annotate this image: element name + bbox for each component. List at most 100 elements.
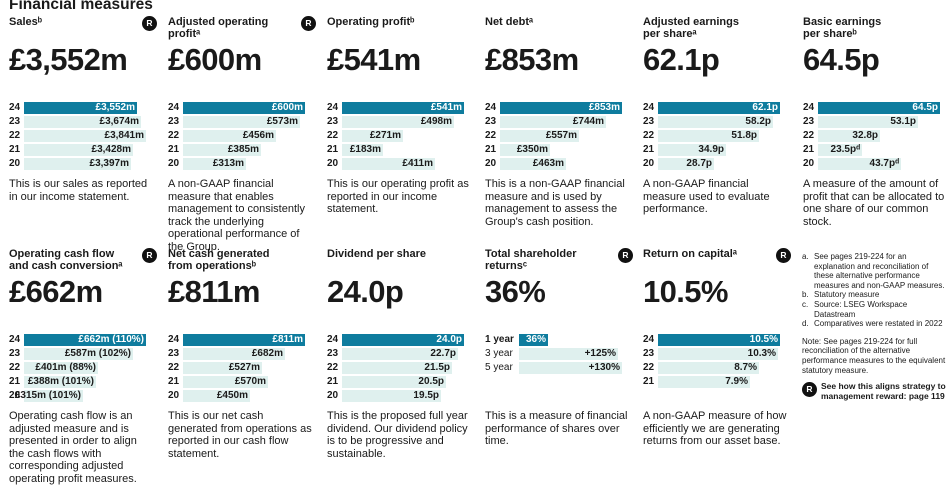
bar-track: £401m (88%): [24, 362, 146, 374]
headline-value: £3,552m: [9, 42, 128, 77]
bar-row: 22 51.8p: [643, 129, 793, 143]
bar-track: £570m: [183, 376, 305, 388]
bar-row: 20 £450m: [168, 389, 318, 403]
bar-row: 20 £463m: [485, 157, 635, 171]
footnote-letter: c.: [802, 299, 809, 309]
measure-title: Dividend per share: [327, 248, 427, 260]
bar-row: 21 7.9%: [643, 375, 793, 389]
bar-track: 28.7p: [658, 158, 780, 170]
bar-row: 23 £573m: [168, 115, 318, 129]
bar-track: £498m: [342, 116, 464, 128]
prior-year-bar: £3,428m: [24, 144, 133, 156]
bar-value: 36%: [525, 334, 546, 345]
bar-track: £315m (101%): [15, 390, 146, 402]
bar-year-label: 22: [327, 362, 339, 373]
prior-year-bar: £183m: [342, 144, 383, 156]
bar-year-label: 22: [168, 362, 180, 373]
prior-year-bar: 58.2p: [658, 116, 773, 128]
footnote: a. See pages 219-224 for an explanation a…: [802, 252, 946, 290]
bar-row: 23 £682m: [168, 347, 318, 361]
footnote-text: Source: LSEG Workspace Datastream: [814, 299, 908, 319]
bar-value: £350m: [516, 144, 548, 155]
bar-year-label: 23: [643, 348, 655, 359]
bar-value: 8.7%: [734, 362, 757, 373]
bar-row: 21 £3,428m: [9, 143, 159, 157]
bar-row: 21 23.5pᵈ: [803, 143, 946, 157]
bar-row: 22 £401m (88%): [9, 361, 159, 375]
bar-row: 24 £853m: [485, 101, 635, 115]
prior-year-bar: £682m: [183, 348, 285, 360]
bar-row: 20 £313m: [168, 157, 318, 171]
bar-value: 20.5p: [418, 376, 444, 387]
bar-year-label: 21: [9, 376, 21, 387]
current-year-bar: £853m: [500, 102, 622, 114]
bar-track: £744m: [500, 116, 622, 128]
prior-year-bar: £557m: [500, 130, 579, 142]
prior-year-bar: £3,841m: [24, 130, 146, 142]
bar-row: 22 21.5p: [327, 361, 477, 375]
bar-value: £853m: [588, 102, 620, 113]
bar-row: 23 £498m: [327, 115, 477, 129]
bar-row: 21 £350m: [485, 143, 635, 157]
bar-value: £573m: [266, 116, 298, 127]
bar-year-label: 22: [9, 362, 21, 373]
bar-year-label: 23: [643, 116, 655, 127]
footnote-text: See pages 219-224 for an explanation and…: [814, 252, 945, 290]
bar-year-label: 24: [643, 102, 655, 113]
current-year-bar: £811m: [183, 334, 305, 346]
bar-track: £662m (110%): [24, 334, 146, 346]
current-year-bar: £3,552m: [24, 102, 137, 114]
bar-row: 23 £744m: [485, 115, 635, 129]
bar-row: 1 year 36%: [485, 333, 635, 347]
remuneration-badge-icon: R: [802, 382, 817, 398]
bar-value: 28.7p: [686, 158, 712, 169]
bar-track: £811m: [183, 334, 305, 346]
current-year-bar: 64.5p: [818, 102, 940, 114]
measure-title: Basic earnings per shareᵇ: [803, 16, 882, 40]
bar-year-label: 24: [327, 102, 339, 113]
bar-chart: 24 £600m 23 £573m 22 £456m 21 £385m 20 £313m: [168, 101, 318, 171]
bar-chart: 24 64.5p 23 53.1p 22 32.8p 21 23.5pᵈ 20 43.7pᵈ: [803, 101, 946, 171]
bar-row: 20 £315m (101%): [9, 389, 159, 403]
prior-year-bar: £463m: [500, 158, 566, 170]
bar-year-label: 24: [485, 102, 497, 113]
bar-chart: 24 £3,552m 23 £3,674m 22 £3,841m 21 £3,428m 20 £3…: [9, 101, 159, 171]
bar-value: +125%: [584, 348, 616, 359]
bar-row: 20 43.7pᵈ: [803, 157, 946, 171]
headline-value: £853m: [485, 42, 579, 77]
management-reward-link[interactable]: R See how this aligns strategy to manage…: [802, 381, 946, 401]
bar-track: 21.5p: [342, 362, 464, 374]
bar-track: 8.7%: [658, 362, 780, 374]
bar-year-label: 20: [9, 390, 21, 401]
measure-panel: Net debtᵃ £853m 24 £853m 23 £744m 22 £557m 21 £35…: [485, 16, 635, 251]
headline-value: 36%: [485, 274, 546, 309]
bar-year-label: 22: [643, 362, 655, 373]
prior-year-bar: 22.7p: [342, 348, 458, 360]
bar-year-label: 5 year: [485, 362, 513, 373]
bar-value: £3,552m: [95, 102, 135, 113]
bar-value: £3,841m: [104, 130, 144, 141]
bar-year-label: 24: [9, 102, 21, 113]
footnote-letter: b.: [802, 290, 809, 300]
bar-row: 23 58.2p: [643, 115, 793, 129]
bar-year-label: 20: [803, 158, 815, 169]
bar-chart: 24 24.0p 23 22.7p 22 21.5p 21 20.5p 20 19.5p: [327, 333, 477, 403]
bar-year-label: 1 year: [485, 334, 514, 345]
bar-row: 21 £570m: [168, 375, 318, 389]
measure-panel: Dividend per share 24.0p 24 24.0p 23 22.7p 22 2…: [327, 248, 477, 483]
bar-row: 24 £541m: [327, 101, 477, 115]
bar-year-label: 20: [9, 158, 21, 169]
current-year-bar: 62.1p: [658, 102, 780, 114]
bar-track: 32.8p: [818, 130, 940, 142]
bar-value: £313m: [212, 158, 244, 169]
bar-track: £3,397m: [24, 158, 146, 170]
bar-row: 24 62.1p: [643, 101, 793, 115]
bar-track: 53.1p: [818, 116, 940, 128]
bar-track: £183m: [342, 144, 464, 156]
bar-value: £570m: [234, 376, 266, 387]
bar-row: 22 £456m: [168, 129, 318, 143]
bar-track: 19.5p: [342, 390, 464, 402]
headline-value: £811m: [168, 274, 260, 309]
bar-row: 24 64.5p: [803, 101, 946, 115]
bar-row: 3 year +125%: [485, 347, 635, 361]
